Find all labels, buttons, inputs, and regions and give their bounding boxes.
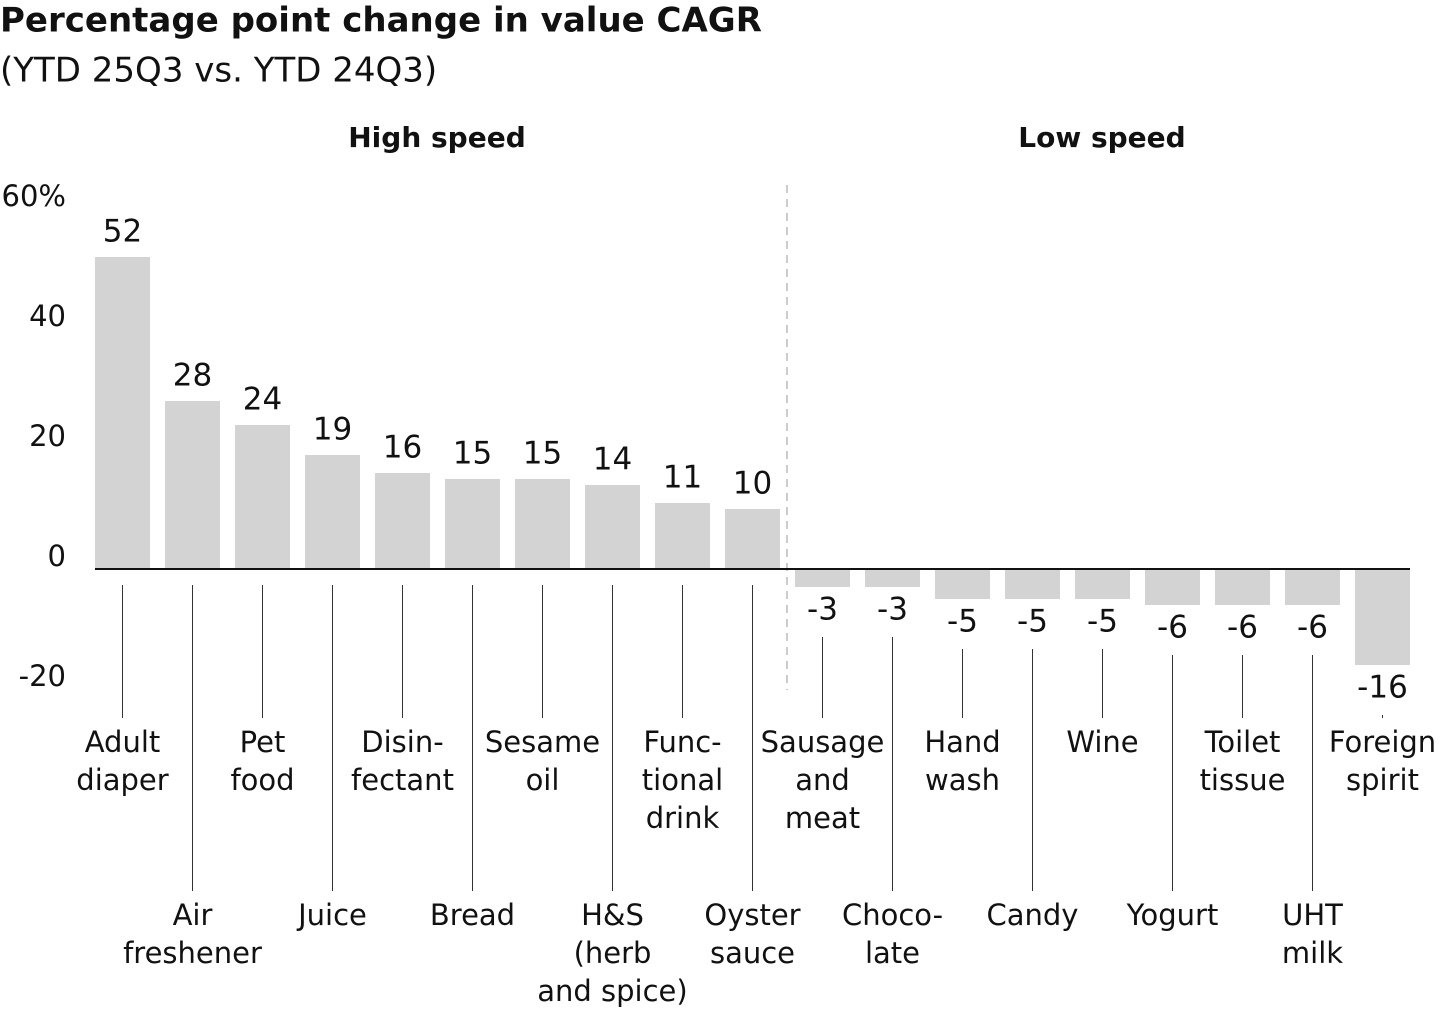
value-label: 11 xyxy=(663,460,702,496)
y-tick-label: 40 xyxy=(29,299,66,333)
x-tick-label: H&S xyxy=(581,898,644,932)
y-tick-label: -20 xyxy=(19,659,66,693)
x-tick-label: late xyxy=(865,936,920,970)
bar xyxy=(1355,569,1410,665)
x-tick-label: fectant xyxy=(351,763,454,797)
value-label: 24 xyxy=(243,382,282,418)
value-label: 28 xyxy=(173,358,212,394)
x-tick-label: Sesame xyxy=(485,725,600,759)
value-label: -6 xyxy=(1157,610,1188,646)
bar xyxy=(1145,569,1200,605)
chart-title: Percentage point change in value CAGR xyxy=(0,1,762,41)
x-tick-label: (herb xyxy=(574,936,652,970)
y-tick-label: 60% xyxy=(2,179,66,213)
bar xyxy=(1005,569,1060,599)
x-tick-label: Yogurt xyxy=(1126,898,1219,932)
value-label: -6 xyxy=(1227,610,1258,646)
x-tick-label: Toilet xyxy=(1204,725,1281,759)
group-label: High speed xyxy=(348,121,526,154)
value-label: -5 xyxy=(1017,604,1048,640)
value-label: 15 xyxy=(453,436,492,472)
x-tick-label: freshener xyxy=(123,936,262,970)
x-tick-label: and xyxy=(795,763,850,797)
bar xyxy=(165,401,220,569)
bar xyxy=(515,479,570,569)
value-label: -16 xyxy=(1357,670,1408,706)
bar xyxy=(795,569,850,587)
bar xyxy=(1215,569,1270,605)
bar xyxy=(935,569,990,599)
x-tick-label: UHT xyxy=(1282,898,1343,932)
bar xyxy=(1285,569,1340,605)
value-label: 10 xyxy=(733,466,772,502)
x-tick-label: Adult xyxy=(85,725,161,759)
x-tick-label: diaper xyxy=(76,763,168,797)
x-tick-label: Disin- xyxy=(361,725,443,759)
x-tick-label: milk xyxy=(1282,936,1343,970)
x-tick-label: meat xyxy=(785,801,860,835)
bar xyxy=(235,425,290,569)
x-tick-label: tissue xyxy=(1200,763,1286,797)
value-label: 19 xyxy=(313,412,352,448)
x-tick-label: Hand xyxy=(924,725,1000,759)
value-label: 14 xyxy=(593,442,632,478)
x-tick-label: food xyxy=(230,763,294,797)
value-label: -5 xyxy=(947,604,978,640)
x-tick-label: Air xyxy=(173,898,213,932)
bar xyxy=(1075,569,1130,599)
x-tick-label: wash xyxy=(925,763,1000,797)
x-tick-label: Func- xyxy=(643,725,721,759)
x-tick-label: oil xyxy=(526,763,560,797)
x-tick-label: Wine xyxy=(1066,725,1138,759)
bar xyxy=(585,485,640,569)
x-tick-label: Bread xyxy=(430,898,515,932)
bar xyxy=(445,479,500,569)
value-label: -3 xyxy=(807,592,838,628)
x-tick-label: Oyster xyxy=(704,898,800,932)
chart-subtitle: (YTD 25Q3 vs. YTD 24Q3) xyxy=(0,51,437,91)
value-label: -6 xyxy=(1297,610,1328,646)
x-tick-label: Juice xyxy=(296,898,367,932)
bar xyxy=(725,509,780,569)
bar xyxy=(865,569,920,587)
group-label: Low speed xyxy=(1018,121,1185,154)
x-tick-label: tional xyxy=(642,763,723,797)
x-tick-label: spirit xyxy=(1346,763,1419,797)
x-tick-label: drink xyxy=(646,801,720,835)
value-label: -5 xyxy=(1087,604,1118,640)
bar xyxy=(305,455,360,569)
x-tick-label: Candy xyxy=(987,898,1079,932)
value-label: 16 xyxy=(383,430,422,466)
y-tick-label: 0 xyxy=(48,539,66,573)
bar xyxy=(95,257,150,569)
bar xyxy=(375,473,430,569)
x-tick-label: Choco- xyxy=(842,898,943,932)
x-tick-label: Sausage xyxy=(761,725,885,759)
x-tick-label: sauce xyxy=(710,936,795,970)
value-label: 52 xyxy=(103,214,142,250)
value-label: 15 xyxy=(523,436,562,472)
bar xyxy=(655,503,710,569)
x-tick-label: Foreign xyxy=(1329,725,1436,759)
value-label: -3 xyxy=(877,592,908,628)
y-tick-label: 20 xyxy=(29,419,66,453)
x-tick-label: Pet xyxy=(240,725,286,759)
x-tick-label: and spice) xyxy=(537,974,687,1008)
